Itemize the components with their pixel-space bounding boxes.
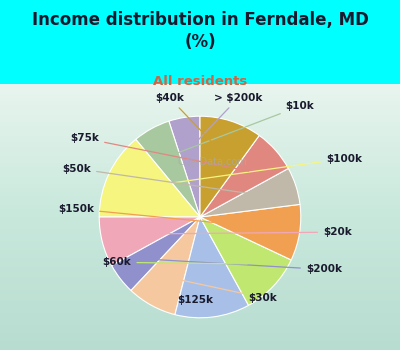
Wedge shape — [99, 217, 200, 266]
Text: $40k: $40k — [155, 93, 219, 150]
Text: $60k: $60k — [103, 257, 247, 267]
Wedge shape — [112, 217, 200, 290]
Wedge shape — [131, 217, 200, 315]
Text: Income distribution in Ferndale, MD
(%): Income distribution in Ferndale, MD (%) — [32, 10, 368, 51]
Wedge shape — [200, 116, 259, 217]
Text: $30k: $30k — [170, 278, 277, 303]
Wedge shape — [200, 135, 288, 217]
Text: $100k: $100k — [141, 154, 362, 187]
Text: > $200k: > $200k — [191, 93, 262, 147]
Text: City-Data.com: City-Data.com — [178, 156, 248, 167]
Wedge shape — [99, 139, 200, 217]
Text: $75k: $75k — [70, 133, 249, 171]
Text: $125k: $125k — [177, 287, 213, 304]
Text: $150k: $150k — [58, 204, 265, 228]
Wedge shape — [200, 217, 291, 305]
Wedge shape — [175, 217, 248, 318]
Text: All residents: All residents — [153, 75, 247, 88]
Wedge shape — [200, 168, 300, 217]
Wedge shape — [136, 121, 200, 217]
Wedge shape — [200, 204, 301, 260]
Text: $20k: $20k — [136, 227, 352, 237]
Text: $50k: $50k — [62, 163, 262, 195]
Wedge shape — [169, 116, 200, 217]
Text: $10k: $10k — [170, 101, 314, 156]
Text: $200k: $200k — [149, 259, 342, 274]
